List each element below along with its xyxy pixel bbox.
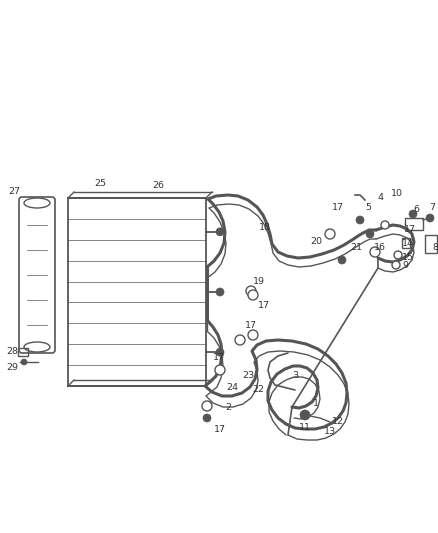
- Text: 28: 28: [6, 348, 18, 357]
- Text: 15: 15: [402, 254, 414, 262]
- Text: 27: 27: [8, 188, 20, 197]
- Text: 16: 16: [374, 243, 386, 252]
- Text: 9: 9: [402, 261, 408, 270]
- Circle shape: [216, 228, 224, 236]
- Text: 21: 21: [350, 244, 362, 253]
- Circle shape: [21, 359, 27, 365]
- Text: 19: 19: [253, 278, 265, 287]
- Circle shape: [202, 401, 212, 411]
- Circle shape: [300, 410, 310, 420]
- Text: 18: 18: [259, 223, 271, 232]
- Text: 5: 5: [365, 204, 371, 213]
- Text: 17: 17: [258, 301, 270, 310]
- Text: 17: 17: [245, 320, 257, 329]
- Bar: [425, 235, 437, 253]
- Circle shape: [409, 210, 417, 218]
- Circle shape: [325, 229, 335, 239]
- Text: 17: 17: [214, 425, 226, 434]
- Text: 3: 3: [292, 370, 298, 379]
- Text: 17: 17: [332, 203, 344, 212]
- Text: 20: 20: [310, 238, 322, 246]
- Circle shape: [203, 414, 211, 422]
- Text: 25: 25: [94, 179, 106, 188]
- Text: 17: 17: [404, 225, 416, 235]
- Bar: [68, 198, 206, 386]
- Circle shape: [248, 290, 258, 300]
- Text: 24: 24: [226, 384, 238, 392]
- Text: 26: 26: [152, 182, 164, 190]
- Text: 22: 22: [252, 385, 264, 394]
- Text: 23: 23: [242, 370, 254, 379]
- Text: 13: 13: [324, 427, 336, 437]
- Text: 2: 2: [225, 402, 231, 411]
- Circle shape: [216, 348, 224, 356]
- Bar: [405, 218, 423, 230]
- Text: 17: 17: [213, 353, 225, 362]
- Circle shape: [215, 365, 225, 375]
- Circle shape: [356, 216, 364, 224]
- Text: 8: 8: [432, 244, 438, 253]
- Bar: [402, 238, 410, 248]
- Circle shape: [216, 288, 224, 296]
- Circle shape: [426, 214, 434, 222]
- Circle shape: [246, 286, 256, 296]
- Text: 6: 6: [413, 206, 419, 214]
- Text: 12: 12: [332, 417, 344, 426]
- Circle shape: [394, 251, 402, 259]
- Circle shape: [338, 256, 346, 264]
- Circle shape: [366, 230, 374, 238]
- Text: 10: 10: [391, 189, 403, 198]
- Text: 7: 7: [429, 204, 435, 213]
- Circle shape: [370, 247, 380, 257]
- Circle shape: [248, 330, 258, 340]
- Text: 4: 4: [378, 193, 384, 203]
- Text: 1: 1: [313, 399, 319, 408]
- Text: 14: 14: [402, 239, 414, 248]
- Circle shape: [392, 261, 400, 269]
- Circle shape: [381, 221, 389, 229]
- Text: 11: 11: [299, 423, 311, 432]
- Bar: [18, 348, 28, 356]
- Text: 29: 29: [6, 364, 18, 373]
- Circle shape: [235, 335, 245, 345]
